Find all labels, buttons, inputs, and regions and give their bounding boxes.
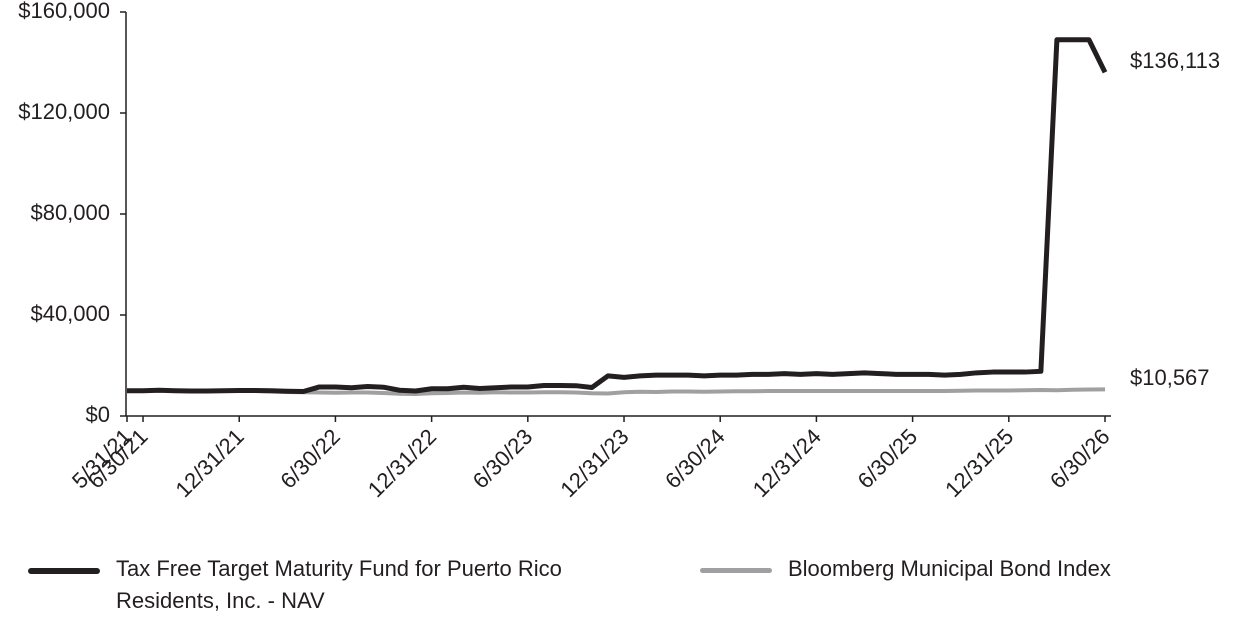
y-tick-label: $0 (86, 402, 110, 427)
y-tick-label: $120,000 (18, 99, 110, 124)
x-tick-label: 12/31/22 (363, 424, 441, 502)
legend-label: Bloomberg Municipal Bond Index (788, 556, 1111, 581)
end-value-label: $136,113 (1130, 48, 1220, 73)
series-line (127, 37, 1108, 395)
x-tick-label: 6/30/25 (853, 424, 923, 494)
y-tick-label: $160,000 (18, 0, 110, 23)
legend-item: Bloomberg Municipal Bond Index (700, 553, 1228, 585)
y-tick-label: $40,000 (30, 301, 110, 326)
legend-swatch (28, 568, 100, 574)
x-tick-label: 6/30/24 (660, 424, 730, 494)
y-tick-label: $80,000 (30, 200, 110, 225)
x-tick-label: 12/31/21 (171, 424, 249, 502)
legend-label: Tax Free Target Maturity Fund for Puerto… (116, 556, 562, 613)
x-tick-label: 12/31/23 (555, 424, 633, 502)
x-tick-label: 12/31/25 (940, 424, 1018, 502)
chart: $0$40,000$80,000$120,000$160,0005/31/216… (18, 0, 1220, 502)
x-tick-label: 6/30/23 (468, 424, 538, 494)
x-tick-label: 6/30/22 (275, 424, 345, 494)
x-tick-label: 12/31/24 (748, 424, 826, 502)
legend-item: Tax Free Target Maturity Fund for Puerto… (28, 553, 616, 617)
end-value-label: $10,567 (1130, 365, 1210, 390)
legend-swatch (700, 568, 772, 573)
x-tick-label: 6/30/26 (1045, 424, 1115, 494)
